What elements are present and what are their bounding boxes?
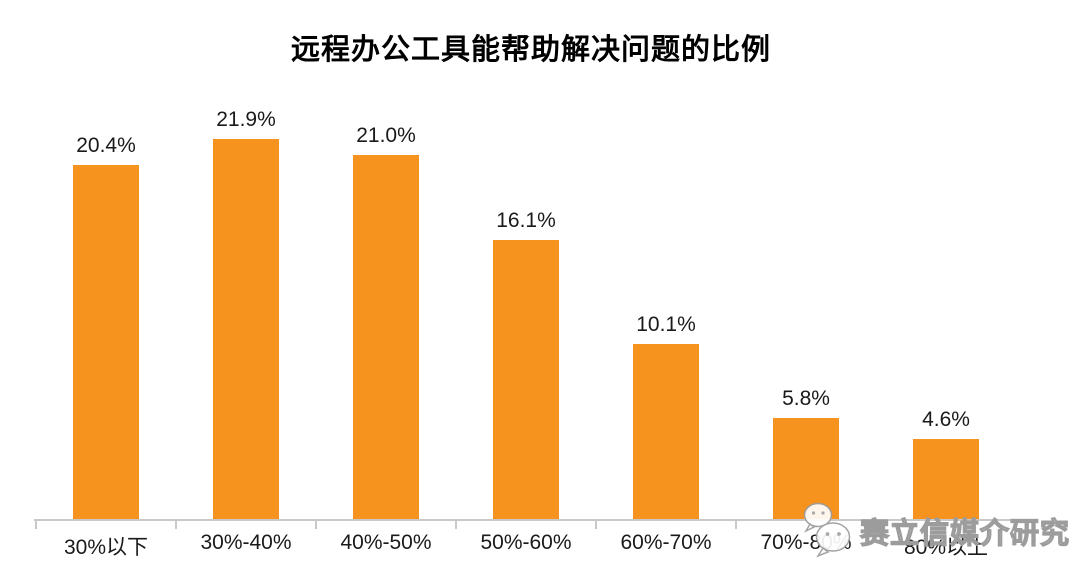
x-axis-tick: [175, 520, 177, 529]
bar: [213, 139, 279, 519]
bar: [73, 165, 139, 519]
x-axis-label: 40%-50%: [340, 531, 432, 554]
bar-column: 5.8%: [736, 80, 876, 519]
bar-column: 16.1%: [456, 80, 596, 519]
bar-value-label: 10.1%: [636, 312, 696, 336]
x-axis-tick: [595, 520, 597, 529]
x-axis-tick: [875, 520, 877, 529]
x-axis-label: 70%-80%: [760, 531, 852, 554]
bar-value-label: 20.4%: [76, 134, 136, 158]
x-axis-labels: 30%以下 30%-40% 40%-50% 50%-60% 60%-70% 70%-80%…: [36, 531, 1016, 561]
x-axis-line: [34, 519, 1018, 521]
bar: [633, 343, 699, 519]
bar-value-label: 21.0%: [356, 123, 416, 147]
bar-value-label: 16.1%: [496, 208, 556, 232]
x-axis-label: 80%以上: [903, 536, 989, 559]
bar: [493, 239, 559, 519]
bar-value-label: 4.6%: [922, 408, 970, 432]
x-axis-tick: [735, 520, 737, 529]
x-axis-label: 60%-70%: [620, 531, 712, 554]
bar-column: 10.1%: [596, 80, 736, 519]
x-axis-tick: [315, 520, 317, 529]
bar-column: 4.6%: [876, 80, 1016, 519]
plot-area: 20.4% 21.9% 21.0% 16.1% 10.1% 5.8% 4.6%: [36, 80, 1016, 519]
bar: [353, 154, 419, 519]
bar-column: 20.4%: [36, 80, 176, 519]
chart-title: 远程办公工具能帮助解决问题的比例: [290, 34, 771, 66]
x-axis-tick: [455, 520, 457, 529]
bar-column: 21.9%: [176, 80, 316, 519]
x-axis-label: 30%-40%: [200, 531, 292, 554]
x-axis-label: 50%-60%: [480, 531, 572, 554]
bar-value-label: 21.9%: [216, 108, 276, 132]
x-axis-tick: [35, 520, 37, 529]
bar: [773, 418, 839, 519]
bar: [913, 439, 979, 519]
x-axis-label: 30%以下: [63, 536, 149, 559]
x-axis-tick: [1015, 520, 1017, 529]
bar-value-label: 5.8%: [782, 387, 830, 411]
bar-column: 21.0%: [316, 80, 456, 519]
